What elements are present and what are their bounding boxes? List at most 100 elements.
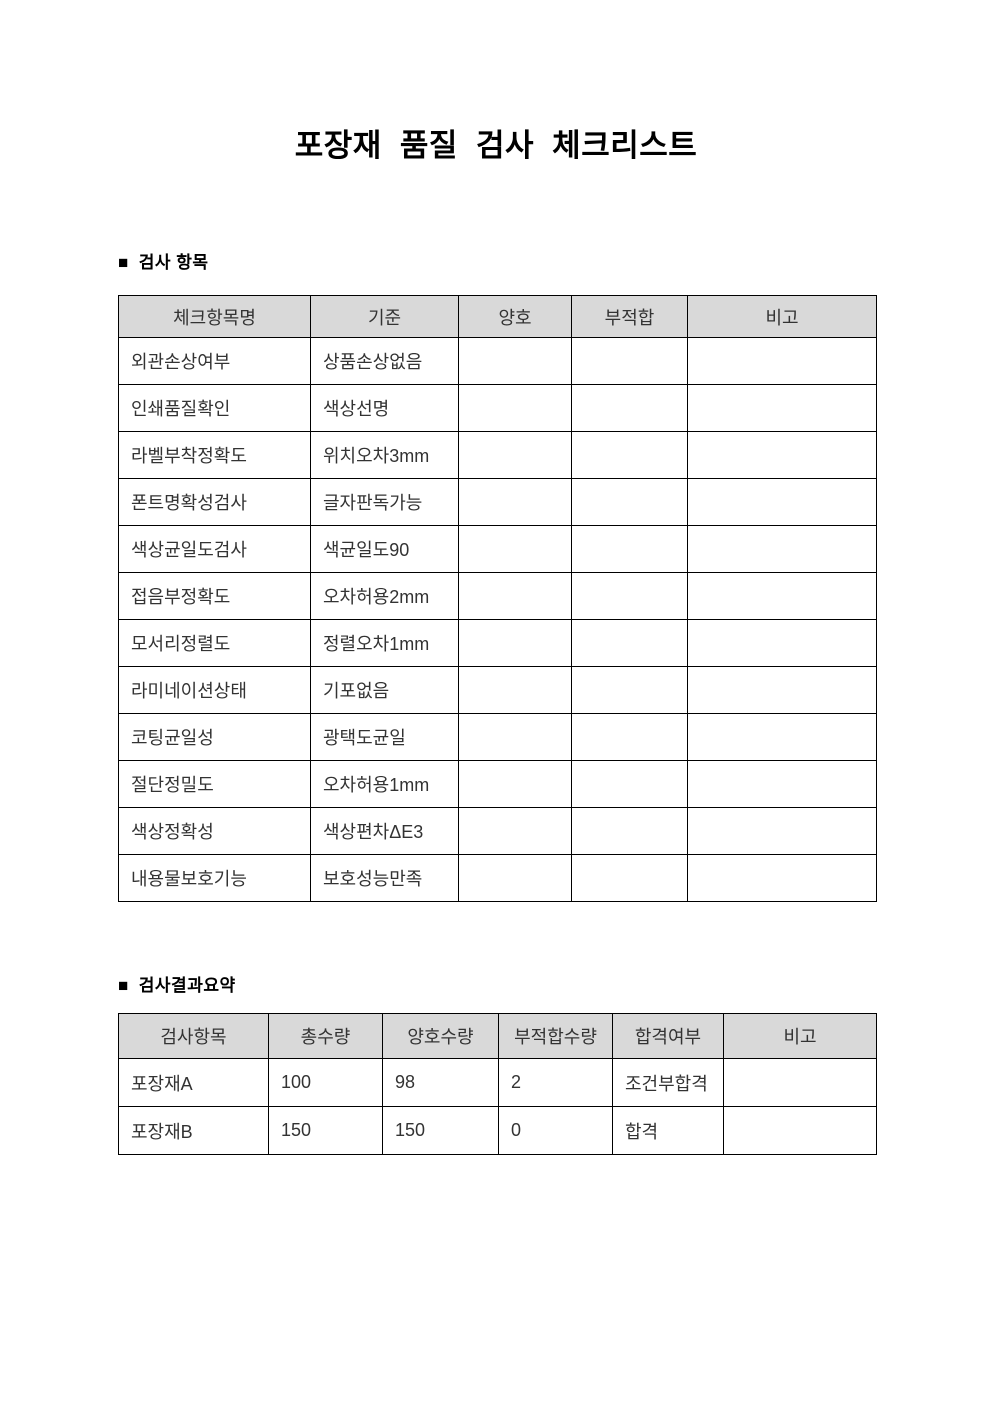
good-check-cell — [458, 384, 572, 432]
fail-qty-cell: 2 — [498, 1058, 613, 1107]
fail-check-cell — [571, 572, 688, 620]
remarks-cell — [687, 478, 877, 526]
column-header-good-qty: 양호수량 — [382, 1013, 499, 1059]
good-check-cell — [458, 666, 572, 714]
remarks-cell — [687, 760, 877, 808]
standard-cell: 보호성능만족 — [310, 854, 459, 902]
remarks-cell — [723, 1106, 877, 1155]
good-check-cell — [458, 525, 572, 573]
table-row: 색상균일도검사 색균일도90 — [118, 525, 877, 573]
fail-check-cell — [571, 337, 688, 385]
remarks-cell — [687, 619, 877, 667]
standard-cell: 글자판독가능 — [310, 478, 459, 526]
section-label-result-summary: 검사결과요약 — [138, 976, 236, 995]
standard-cell: 위치오차3mm — [310, 431, 459, 479]
column-header-fail: 부적합 — [571, 295, 688, 338]
remarks-cell — [687, 807, 877, 855]
good-check-cell — [458, 807, 572, 855]
standard-cell: 오차허용2mm — [310, 572, 459, 620]
fail-check-cell — [571, 384, 688, 432]
good-qty-cell: 150 — [382, 1106, 499, 1155]
good-check-cell — [458, 572, 572, 620]
remarks-cell — [687, 337, 877, 385]
inspection-items-table: 체크항목명 기준 양호 부적합 비고 외관손상여부 상품손상없음 인쇄품질확인 — [118, 295, 877, 902]
fail-check-cell — [571, 666, 688, 714]
fail-qty-cell: 0 — [498, 1106, 613, 1155]
remarks-cell — [723, 1058, 877, 1107]
good-check-cell — [458, 431, 572, 479]
standard-cell: 색상편차ΔE3 — [310, 807, 459, 855]
standard-cell: 상품손상없음 — [310, 337, 459, 385]
good-check-cell — [458, 760, 572, 808]
column-header-total-qty: 총수량 — [268, 1013, 383, 1059]
table-row: 인쇄품질확인 색상선명 — [118, 384, 877, 432]
item-name-cell: 인쇄품질확인 — [118, 384, 311, 432]
column-header-fail-qty: 부적합수량 — [498, 1013, 613, 1059]
table-row: 접음부정확도 오차허용2mm — [118, 572, 877, 620]
table-header-row: 체크항목명 기준 양호 부적합 비고 — [118, 295, 877, 338]
inspection-item-cell: 포장재B — [118, 1106, 269, 1155]
document-content: ■ 검사 항목 체크항목명 기준 양호 부적합 비고 외관손상여부 상품손상없음 — [118, 251, 877, 1155]
item-name-cell: 코팅균일성 — [118, 713, 311, 761]
section-label-inspection-items: 검사 항목 — [138, 253, 209, 272]
document-title: 포장재 품질 검사 체크리스트 — [294, 128, 698, 163]
fail-check-cell — [571, 760, 688, 808]
remarks-cell — [687, 666, 877, 714]
item-name-cell: 절단정밀도 — [118, 760, 311, 808]
remarks-cell — [687, 384, 877, 432]
item-name-cell: 폰트명확성검사 — [118, 478, 311, 526]
fail-check-cell — [571, 478, 688, 526]
standard-cell: 색상선명 — [310, 384, 459, 432]
pass-status-cell: 합격 — [612, 1106, 724, 1155]
total-qty-cell: 150 — [268, 1106, 383, 1155]
column-header-good: 양호 — [458, 295, 572, 338]
table-row: 포장재B 150 150 0 합격 — [118, 1106, 877, 1155]
pass-status-cell: 조건부합격 — [612, 1058, 724, 1107]
table-row: 폰트명확성검사 글자판독가능 — [118, 478, 877, 526]
table-row: 모서리정렬도 정렬오차1mm — [118, 619, 877, 667]
item-name-cell: 라미네이션상태 — [118, 666, 311, 714]
standard-cell: 색균일도90 — [310, 525, 459, 573]
remarks-cell — [687, 854, 877, 902]
good-check-cell — [458, 478, 572, 526]
remarks-cell — [687, 525, 877, 573]
item-name-cell: 내용물보호기능 — [118, 854, 311, 902]
remarks-cell — [687, 713, 877, 761]
column-header-inspection-item: 검사항목 — [118, 1013, 269, 1059]
good-qty-cell: 98 — [382, 1058, 499, 1107]
item-name-cell: 접음부정확도 — [118, 572, 311, 620]
table-header-row: 검사항목 총수량 양호수량 부적합수량 합격여부 비고 — [118, 1013, 877, 1059]
section-header-result-summary: ■ 검사결과요약 — [118, 974, 876, 998]
column-header-remarks: 비고 — [723, 1013, 877, 1059]
fail-check-cell — [571, 854, 688, 902]
table-row: 외관손상여부 상품손상없음 — [118, 337, 877, 385]
item-name-cell: 색상균일도검사 — [118, 525, 311, 573]
standard-cell: 광택도균일 — [310, 713, 459, 761]
table-row: 포장재A 100 98 2 조건부합격 — [118, 1058, 877, 1107]
fail-check-cell — [571, 807, 688, 855]
item-name-cell: 라벨부착정확도 — [118, 431, 311, 479]
fail-check-cell — [571, 713, 688, 761]
column-header-item-name: 체크항목명 — [118, 295, 311, 338]
column-header-pass-status: 합격여부 — [612, 1013, 724, 1059]
item-name-cell: 색상정확성 — [118, 807, 311, 855]
square-bullet-icon: ■ — [118, 253, 129, 272]
fail-check-cell — [571, 619, 688, 667]
table-row: 색상정확성 색상편차ΔE3 — [118, 807, 877, 855]
table-row: 내용물보호기능 보호성능만족 — [118, 854, 877, 902]
total-qty-cell: 100 — [268, 1058, 383, 1107]
section-header-inspection-items: ■ 검사 항목 — [118, 251, 876, 275]
item-name-cell: 외관손상여부 — [118, 337, 311, 385]
remarks-cell — [687, 572, 877, 620]
table-row: 절단정밀도 오차허용1mm — [118, 760, 877, 808]
standard-cell: 기포없음 — [310, 666, 459, 714]
item-name-cell: 모서리정렬도 — [118, 619, 311, 667]
column-header-standard: 기준 — [310, 295, 459, 338]
table-row: 라미네이션상태 기포없음 — [118, 666, 877, 714]
table-row: 코팅균일성 광택도균일 — [118, 713, 877, 761]
standard-cell: 정렬오차1mm — [310, 619, 459, 667]
good-check-cell — [458, 619, 572, 667]
fail-check-cell — [571, 431, 688, 479]
column-header-remarks: 비고 — [687, 295, 877, 338]
